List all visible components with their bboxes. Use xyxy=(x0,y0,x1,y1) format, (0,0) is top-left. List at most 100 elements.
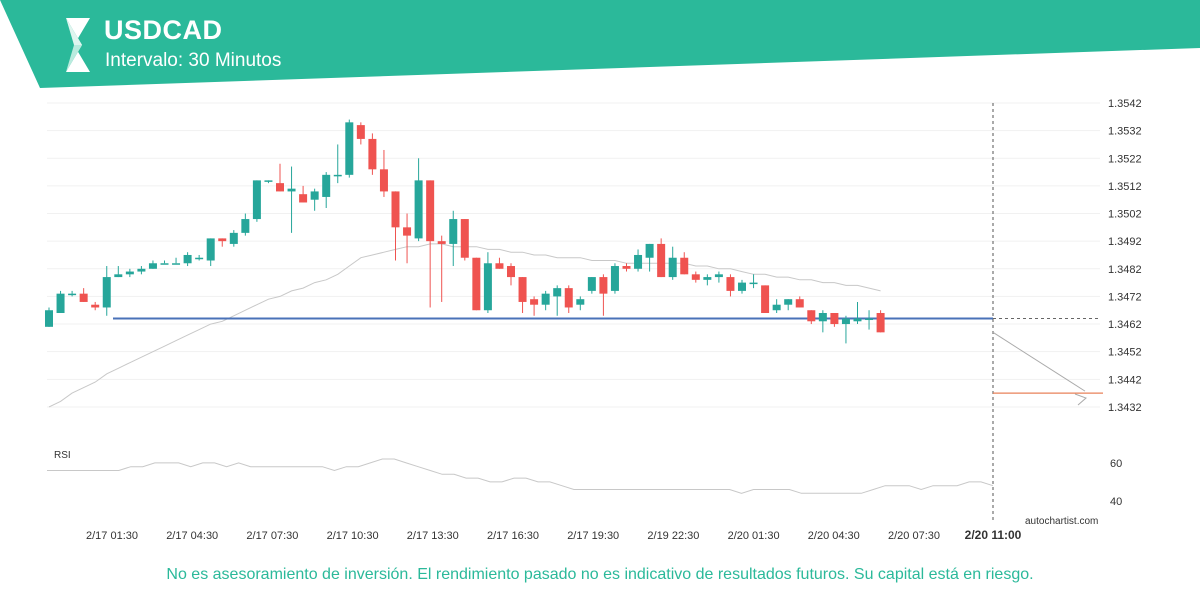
candle-body xyxy=(622,266,631,269)
candle-body xyxy=(564,288,573,308)
price-tick-label: 1.3452 xyxy=(1108,347,1142,359)
header-background xyxy=(0,0,1200,88)
candle-body xyxy=(507,266,515,278)
candle-body xyxy=(287,188,296,192)
candle-body xyxy=(403,227,412,236)
candle-body xyxy=(807,310,816,322)
candle-body xyxy=(276,183,284,192)
candle-body xyxy=(218,238,227,242)
disclaimer-text: No es asesoramiento de inversión. El ren… xyxy=(166,566,1034,583)
candle-body xyxy=(414,180,423,239)
candle-body xyxy=(726,277,735,291)
price-tick-label: 1.3442 xyxy=(1108,374,1142,386)
candle-body xyxy=(264,180,273,182)
time-tick-label: 2/20 07:30 xyxy=(888,530,940,542)
candle-body xyxy=(738,282,746,291)
time-tick-label: 2/17 10:30 xyxy=(327,530,379,542)
projection-arrow xyxy=(992,331,1103,406)
candle-body xyxy=(703,277,712,280)
watermark: autochartist.com xyxy=(1025,516,1098,527)
candle-body xyxy=(483,263,492,311)
autochartist-logo-icon xyxy=(66,18,90,72)
price-tick-label: 1.3462 xyxy=(1108,319,1142,331)
candle-body xyxy=(518,277,527,302)
candle-body xyxy=(841,318,850,325)
candle-body xyxy=(79,293,88,302)
candle-body xyxy=(761,285,770,313)
projection-line xyxy=(992,331,1086,392)
time-tick-label: 2/17 07:30 xyxy=(246,530,298,542)
candle-body xyxy=(91,304,100,308)
candle-body xyxy=(576,299,585,305)
candle-body xyxy=(426,180,435,242)
candle-body xyxy=(610,266,619,291)
candle-body xyxy=(45,310,53,327)
price-tick-label: 1.3522 xyxy=(1108,153,1142,165)
price-tick-label: 1.3432 xyxy=(1108,402,1142,414)
time-tick-label: 2/19 22:30 xyxy=(647,530,699,542)
candle-body xyxy=(125,271,134,275)
candle-body xyxy=(680,257,689,275)
candle-body xyxy=(102,277,111,308)
time-tick-label: 2/20 04:30 xyxy=(808,530,860,542)
price-tick-label: 1.3542 xyxy=(1108,98,1142,110)
candle-body xyxy=(160,263,169,265)
candle-body xyxy=(530,299,539,305)
candle-body xyxy=(379,169,388,192)
candle-body xyxy=(460,219,469,258)
time-tick-label: 2/17 16:30 xyxy=(487,530,539,542)
price-tick-label: 1.3492 xyxy=(1108,236,1142,248)
current-time-label: 2/20 11:00 xyxy=(965,528,1022,542)
candle-body xyxy=(299,194,308,203)
candle-body xyxy=(818,313,827,322)
candle-body xyxy=(114,274,123,278)
rsi-tick-label: 60 xyxy=(1110,458,1122,470)
rsi-panel: RSI 60 40 xyxy=(47,450,1122,508)
projection-arrowhead xyxy=(1074,393,1087,406)
candle-body xyxy=(56,293,65,313)
price-axis: 1.3542 1.3532 1.3522 1.3512 1.3502 1.3492 1.34… xyxy=(1108,98,1142,414)
candle-body xyxy=(830,313,839,325)
candle-body xyxy=(252,180,261,220)
candle-body xyxy=(865,318,874,321)
symbol-title: USDCAD xyxy=(104,15,223,45)
candle-body xyxy=(599,277,608,294)
time-tick-label: 2/17 19:30 xyxy=(567,530,619,542)
candle-body xyxy=(772,304,781,311)
grid xyxy=(47,102,1100,408)
rsi-tick-label: 40 xyxy=(1110,496,1122,508)
price-tick-label: 1.3482 xyxy=(1108,264,1142,276)
candle-body xyxy=(206,238,215,261)
candle-body xyxy=(148,263,157,269)
price-tick-label: 1.3502 xyxy=(1108,209,1142,221)
candle-body xyxy=(195,257,204,260)
candle-body xyxy=(634,254,643,269)
candle-body xyxy=(172,263,181,265)
candle-body xyxy=(853,318,862,322)
candle-body xyxy=(229,232,238,244)
candle-body xyxy=(345,122,354,175)
candle-body xyxy=(668,257,677,278)
candle-body xyxy=(68,293,77,296)
chart-area: 1.3542 1.3532 1.3522 1.3512 1.3502 1.3492 1.34… xyxy=(45,98,1142,542)
time-tick-label: 2/17 01:30 xyxy=(86,530,138,542)
candle-body xyxy=(541,293,550,305)
candle-body xyxy=(322,174,331,197)
candle-body xyxy=(183,254,192,264)
candle-body xyxy=(391,191,400,228)
time-tick-label: 2/17 13:30 xyxy=(407,530,459,542)
candle-body xyxy=(876,313,885,333)
candle-body xyxy=(784,299,793,305)
candle-body xyxy=(310,191,319,200)
time-axis: 2/17 01:30 2/17 04:30 2/17 07:30 2/17 10:30… xyxy=(86,528,1022,542)
price-tick-label: 1.3472 xyxy=(1108,291,1142,303)
candle-body xyxy=(657,243,666,278)
candle-body xyxy=(587,277,596,291)
candle-body xyxy=(356,125,365,139)
rsi-label: RSI xyxy=(54,450,71,461)
candle-body xyxy=(333,174,342,177)
header-banner: USDCAD Intervalo: 30 Minutos xyxy=(0,0,1200,90)
candle-body xyxy=(714,274,723,278)
candle-body xyxy=(241,219,250,233)
candle-body xyxy=(691,274,700,280)
